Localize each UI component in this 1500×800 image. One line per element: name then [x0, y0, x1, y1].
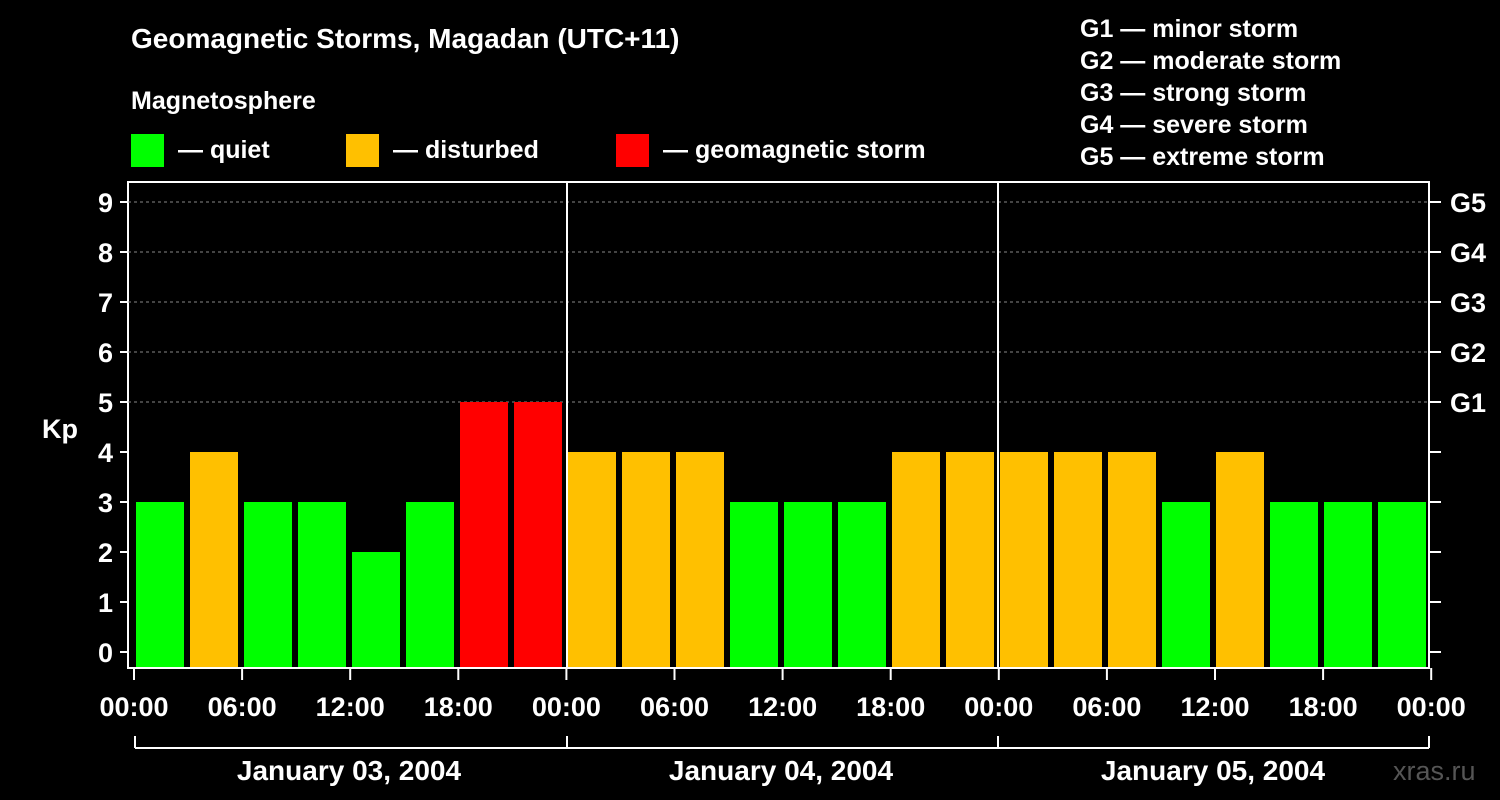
bar-11: [730, 502, 778, 667]
bar-20: [1216, 452, 1264, 667]
bar-23: [1378, 502, 1426, 667]
bar-1: [190, 452, 238, 667]
y-tick-label-2: 2: [98, 538, 113, 568]
legend-label-1: — disturbed: [393, 136, 539, 164]
bar-15: [946, 452, 994, 667]
y-tick-label-5: 5: [98, 388, 113, 418]
y-tick-label-8: 8: [98, 238, 113, 268]
x-tick-label-6: 12:00: [748, 692, 817, 722]
storm-scale-item-4: G4 — severe storm: [1080, 111, 1308, 139]
x-tick-label-4: 00:00: [532, 692, 601, 722]
x-tick-label-10: 12:00: [1180, 692, 1249, 722]
day-separators: [566, 182, 999, 668]
legend-label-2: — geomagnetic storm: [663, 136, 926, 164]
x-tick-label-9: 06:00: [1072, 692, 1141, 722]
legend-swatch-0: [131, 134, 164, 167]
bar-13: [838, 502, 886, 667]
storm-label-G4: G4: [1450, 238, 1486, 268]
chart-title: Geomagnetic Storms, Magadan (UTC+11): [131, 23, 679, 54]
x-tick-label-8: 00:00: [964, 692, 1033, 722]
bar-6: [460, 402, 508, 667]
x-tick-label-12: 00:00: [1397, 692, 1466, 722]
day-axis: January 03, 2004 January 04, 2004 January …: [134, 736, 1430, 786]
x-tick-label-5: 06:00: [640, 692, 709, 722]
bar-9: [622, 452, 670, 667]
bar-12: [784, 502, 832, 667]
plot-frame: [127, 181, 1430, 669]
bar-17: [1054, 452, 1102, 667]
bar-14: [892, 452, 940, 667]
storm-label-G2: G2: [1450, 338, 1486, 368]
bar-16: [1000, 452, 1048, 667]
storm-scale-item-5: G5 — extreme storm: [1080, 143, 1325, 171]
day-label-1: January 04, 2004: [669, 755, 894, 786]
storm-scale-legend: G1 — minor storm G2 — moderate storm G3 — …: [1080, 15, 1341, 171]
watermark: xras.ru: [1393, 756, 1476, 786]
legend-title: Magnetosphere: [131, 87, 316, 115]
bar-0: [136, 502, 184, 667]
x-tick-label-11: 18:00: [1289, 692, 1358, 722]
legend-swatch-1: [346, 134, 379, 167]
y-tick-label-7: 7: [98, 288, 113, 318]
y-tick-label-9: 9: [98, 188, 113, 218]
day-label-2: January 05, 2004: [1101, 755, 1326, 786]
y-tick-label-6: 6: [98, 338, 113, 368]
grid: [128, 201, 1429, 403]
x-tick-label-7: 18:00: [856, 692, 925, 722]
bar-19: [1162, 502, 1210, 667]
y-tick-label-3: 3: [98, 488, 113, 518]
legend: — quiet — disturbed — geomagnetic storm: [131, 134, 926, 167]
storm-label-G5: G5: [1450, 188, 1486, 218]
legend-swatch-2: [616, 134, 649, 167]
x-axis: 00:00 06:00 12:00 18:00 00:00 06:00 12:00 18:00…: [99, 668, 1466, 722]
y-tick-label-0: 0: [98, 638, 113, 668]
bar-5: [406, 502, 454, 667]
storm-scale-item-2: G2 — moderate storm: [1080, 47, 1341, 75]
y-tick-label-1: 1: [98, 588, 113, 618]
x-tick-label-3: 18:00: [424, 692, 493, 722]
bar-22: [1324, 502, 1372, 667]
bar-18: [1108, 452, 1156, 667]
y-axis-label: Kp: [42, 414, 78, 444]
bar-21: [1270, 502, 1318, 667]
bar-7: [514, 402, 562, 667]
bar-2: [244, 502, 292, 667]
y-axis: 0 1 2 3 4 5 6 7 8 9: [98, 188, 128, 668]
bar-10: [676, 452, 724, 667]
storm-label-G3: G3: [1450, 288, 1486, 318]
storm-scale-item-1: G1 — minor storm: [1080, 15, 1298, 43]
day-label-0: January 03, 2004: [237, 755, 462, 786]
bar-8: [568, 452, 616, 667]
x-tick-label-0: 00:00: [99, 692, 168, 722]
storm-scale-item-3: G3 — strong storm: [1080, 79, 1306, 107]
legend-label-0: — quiet: [178, 136, 270, 164]
bar-4: [352, 552, 400, 667]
storm-label-G1: G1: [1450, 388, 1486, 418]
x-tick-label-2: 12:00: [316, 692, 385, 722]
storm-axis: G1 G2 G3 G4 G5: [1429, 188, 1486, 653]
y-tick-label-4: 4: [98, 438, 113, 468]
bar-3: [298, 502, 346, 667]
x-tick-label-1: 06:00: [208, 692, 277, 722]
bars: [136, 402, 1426, 667]
